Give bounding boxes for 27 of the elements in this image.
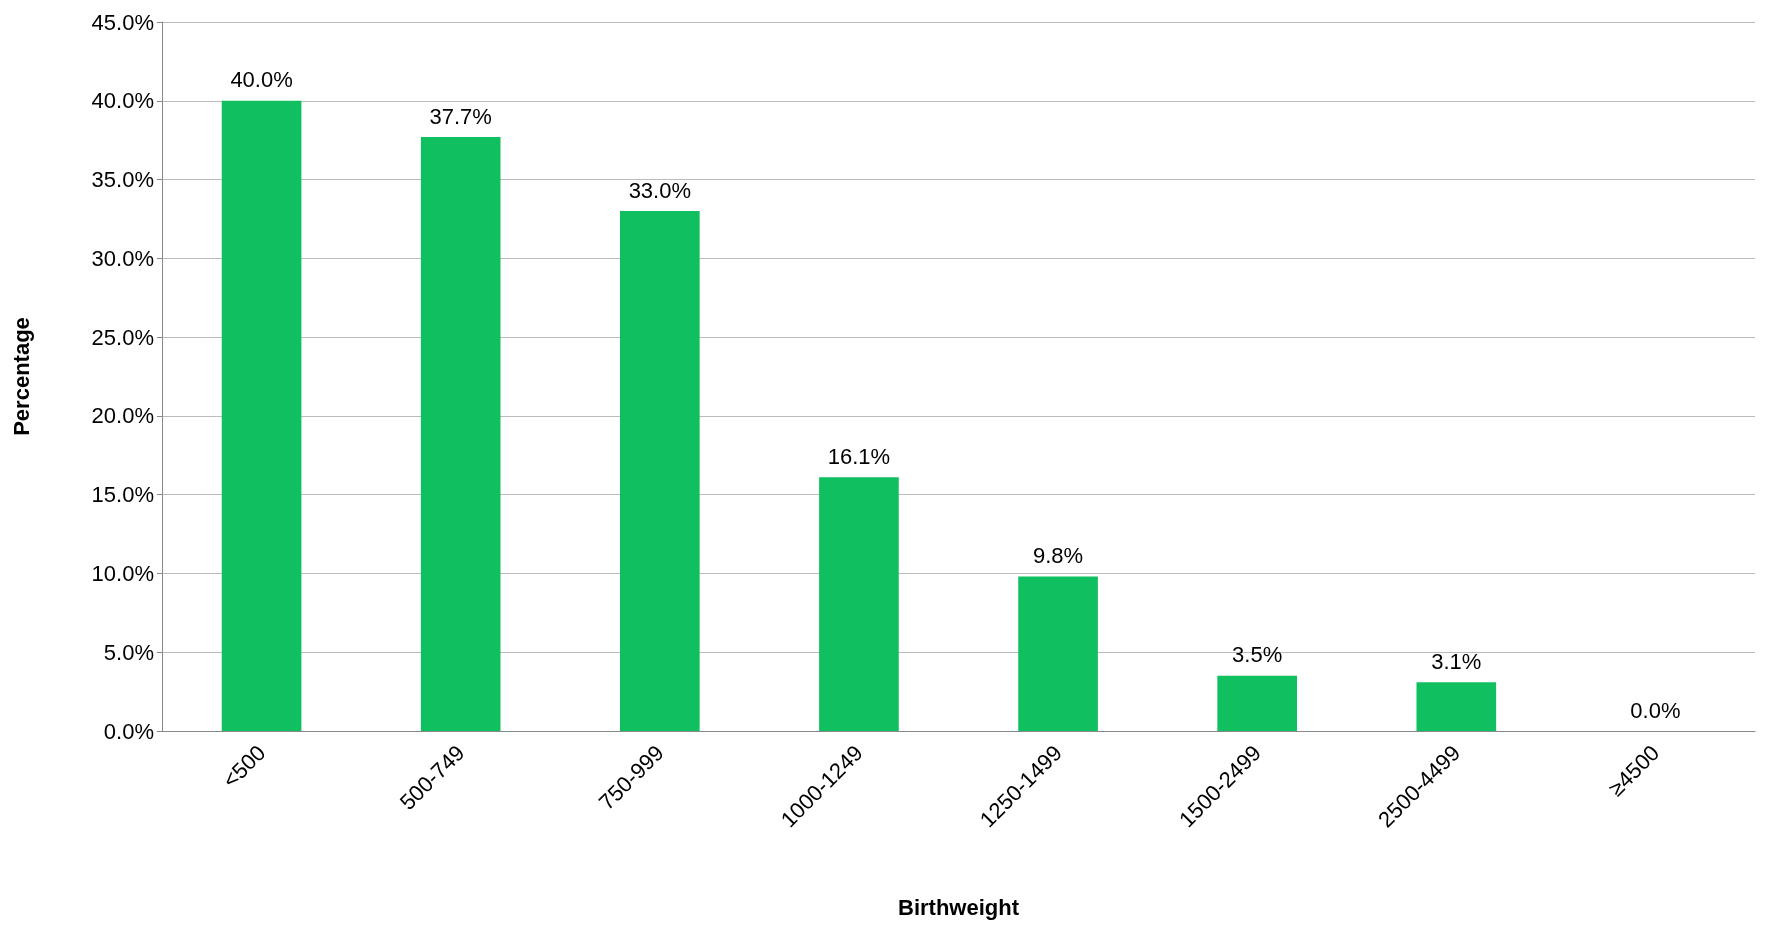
data-label: 40.0%	[230, 67, 293, 93]
y-tick-label: 25.0%	[91, 324, 154, 350]
bar	[1217, 675, 1298, 731]
data-label: 33.0%	[628, 177, 692, 203]
y-tick-label: 40.0%	[91, 88, 154, 114]
y-tick-label: 20.0%	[91, 403, 154, 429]
y-tick-label: 45.0%	[91, 9, 154, 35]
y-tick-label: 35.0%	[91, 167, 154, 193]
y-tick-label: 10.0%	[91, 560, 154, 586]
y-tick-label: 15.0%	[91, 482, 154, 508]
y-tick-label: 5.0%	[103, 639, 154, 665]
y-tick-label: 0.0%	[103, 718, 154, 744]
bar	[619, 211, 700, 731]
y-axis-title: Percentage	[8, 317, 34, 436]
data-label: 3.5%	[1232, 642, 1283, 668]
x-axis-title: Birthweight	[898, 894, 1020, 920]
data-label: 16.1%	[827, 443, 891, 469]
bar	[1416, 682, 1497, 731]
bar	[221, 100, 302, 731]
data-label: 3.1%	[1431, 648, 1482, 674]
bar	[1018, 576, 1098, 731]
data-label: 9.8%	[1032, 543, 1084, 569]
data-label: 0.0%	[1630, 697, 1681, 723]
bar	[420, 137, 501, 731]
data-label: 37.7%	[429, 103, 492, 129]
bar	[819, 477, 899, 731]
y-tick-label: 30.0%	[91, 245, 154, 271]
